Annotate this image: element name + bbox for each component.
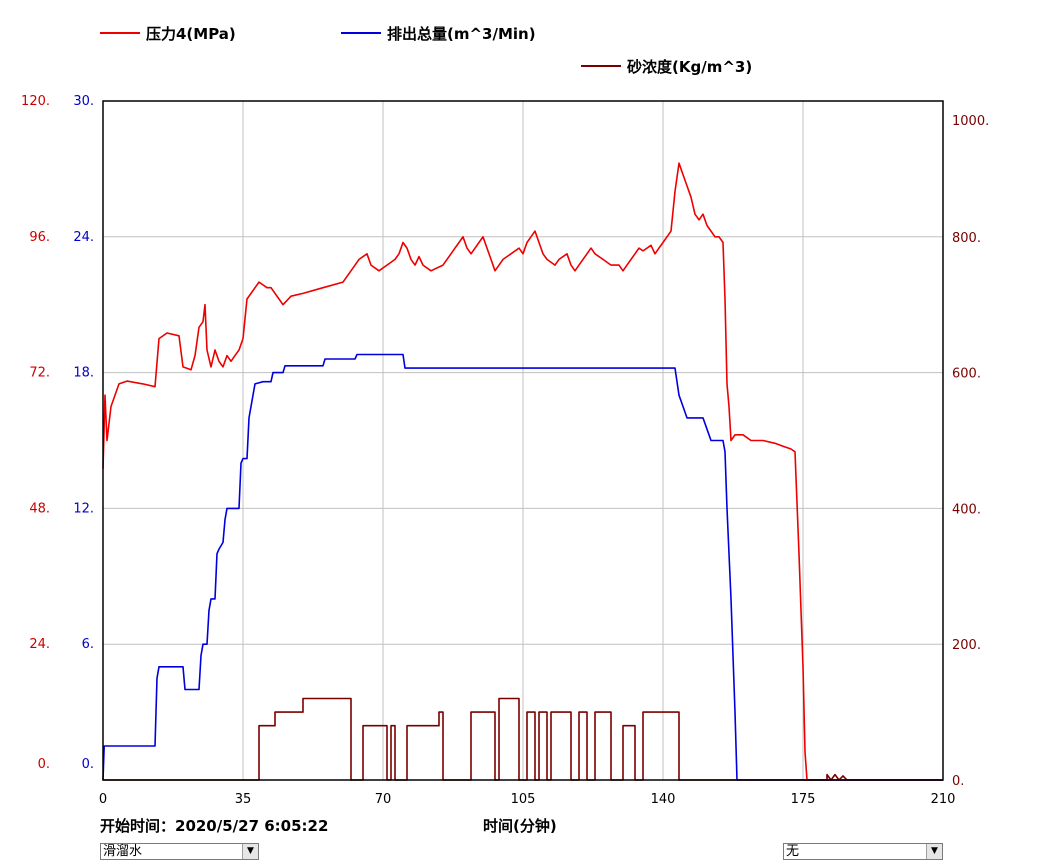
- pressure-axis-tick-label: 24.: [29, 637, 50, 652]
- rate-axis-tick-label: 24.: [73, 230, 94, 245]
- sand-axis-tick-label: 800.: [952, 231, 981, 246]
- option-select-value: 无: [786, 844, 800, 859]
- grid: [103, 101, 943, 780]
- chevron-down-icon[interactable]: ▼: [926, 844, 942, 859]
- sand-axis-tick-label: 600.: [952, 367, 981, 382]
- pressure-axis-tick-label: 0.: [38, 757, 50, 772]
- x-tick-label: 105: [511, 792, 536, 807]
- legend-label: 砂浓度(Kg/m^3): [627, 58, 752, 76]
- pressure-axis-tick-label: 48.: [29, 501, 50, 516]
- x-tick-label: 140: [651, 792, 676, 807]
- pressure-axis-tick-label: 96.: [29, 230, 50, 245]
- rate-axis-tick-label: 6.: [82, 637, 94, 652]
- x-tick-label: 35: [235, 792, 252, 807]
- pressure-axis-tick-label: 72.: [29, 366, 50, 381]
- x-tick-label: 175: [791, 792, 816, 807]
- x-tick-label: 70: [375, 792, 392, 807]
- rate-axis-tick-label: 30.: [73, 94, 94, 109]
- option-select[interactable]: 无 ▼: [783, 843, 943, 860]
- plot-border: [102, 100, 944, 781]
- fluid-type-select-value: 滑溜水: [103, 844, 143, 859]
- axis-ticks: 0 35 70 105 140 175 210 0. 0. 0. 24. 6. 200. 48. 12. 40…: [21, 94, 989, 807]
- legend: 压力4(MPa) 排出总量(m^3/Min) 砂浓度(Kg/m^3): [100, 25, 752, 76]
- series-line-0: [102, 162, 943, 781]
- sand-axis-tick-label: 1000.: [952, 114, 989, 129]
- rate-axis-tick-label: 0.: [82, 757, 94, 772]
- plot-frame: [102, 100, 944, 781]
- rate-axis-tick-label: 12.: [73, 501, 94, 516]
- x-tick-label: 210: [931, 792, 956, 807]
- sand-axis-tick-label: 400.: [952, 502, 981, 517]
- legend-label: 压力4(MPa): [146, 25, 236, 43]
- x-axis-title: 时间(分钟): [483, 817, 557, 835]
- x-tick-label: 0: [99, 792, 107, 807]
- legend-label: 排出总量(m^3/Min): [387, 25, 536, 43]
- fluid-type-select[interactable]: 滑溜水 ▼: [100, 843, 259, 860]
- chevron-down-icon[interactable]: ▼: [242, 844, 258, 859]
- start-time-label: 开始时间：2020/5/27 6:05:22: [100, 817, 329, 835]
- series-line-1: [102, 353, 943, 781]
- sand-axis-tick-label: 0.: [952, 774, 964, 789]
- pressure-axis-tick-label: 120.: [21, 94, 50, 109]
- rate-axis-tick-label: 18.: [73, 366, 94, 381]
- sand-axis-tick-label: 200.: [952, 638, 981, 653]
